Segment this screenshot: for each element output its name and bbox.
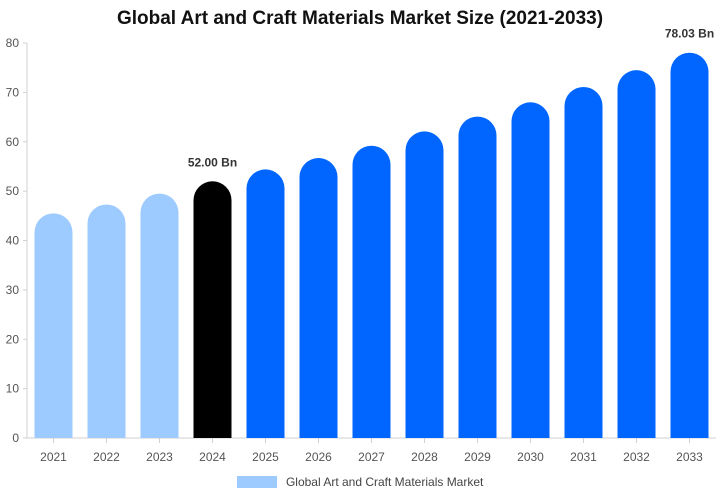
x-tick-label-2033: 2033: [676, 450, 703, 464]
data-label-2033: 78.03 Bn: [665, 27, 714, 41]
bar-2029[interactable]: [458, 116, 497, 438]
y-tick-label: 80: [6, 36, 20, 50]
bar-2026[interactable]: [299, 158, 338, 438]
x-tick-label-2025: 2025: [252, 450, 279, 464]
bar-2028[interactable]: [405, 131, 444, 438]
y-tick-label: 50: [6, 184, 20, 198]
x-tick-label-2021: 2021: [40, 450, 67, 464]
legend: Global Art and Craft Materials Market: [0, 474, 720, 489]
x-tick-label-2029: 2029: [464, 450, 491, 464]
bar-2033[interactable]: [670, 52, 709, 439]
y-tick-label: 70: [6, 85, 20, 99]
bar-2032[interactable]: [617, 70, 656, 438]
x-tick-label-2032: 2032: [623, 450, 650, 464]
x-tick-label-2027: 2027: [358, 450, 385, 464]
y-tick-label: 10: [6, 382, 20, 396]
x-tick-label-2023: 2023: [146, 450, 173, 464]
bar-2021[interactable]: [34, 213, 73, 438]
bar-2025[interactable]: [246, 169, 285, 438]
x-tick-label-2026: 2026: [305, 450, 332, 464]
x-tick-label-2028: 2028: [411, 450, 438, 464]
bar-2022[interactable]: [87, 204, 126, 438]
legend-label: Global Art and Craft Materials Market: [285, 474, 484, 489]
x-tick-label-2031: 2031: [570, 450, 597, 464]
bar-2023[interactable]: [140, 193, 179, 438]
x-tick-label-2022: 2022: [93, 450, 120, 464]
legend-swatch: [236, 475, 277, 488]
bar-2031[interactable]: [564, 86, 603, 438]
y-tick-label: 40: [6, 234, 20, 248]
y-tick-label: 0: [12, 431, 19, 445]
y-tick-label: 30: [6, 283, 20, 297]
chart-title: Global Art and Craft Materials Market Si…: [116, 8, 604, 29]
bar-2024[interactable]: [193, 181, 232, 438]
y-tick-label: 60: [6, 135, 20, 149]
bar-2030[interactable]: [511, 102, 550, 438]
bar-2027[interactable]: [352, 145, 391, 438]
x-tick-label-2030: 2030: [517, 450, 544, 464]
data-label-2024: 52.00 Bn: [188, 155, 237, 169]
y-tick-label: 20: [6, 332, 20, 346]
x-tick-label-2024: 2024: [199, 450, 226, 464]
